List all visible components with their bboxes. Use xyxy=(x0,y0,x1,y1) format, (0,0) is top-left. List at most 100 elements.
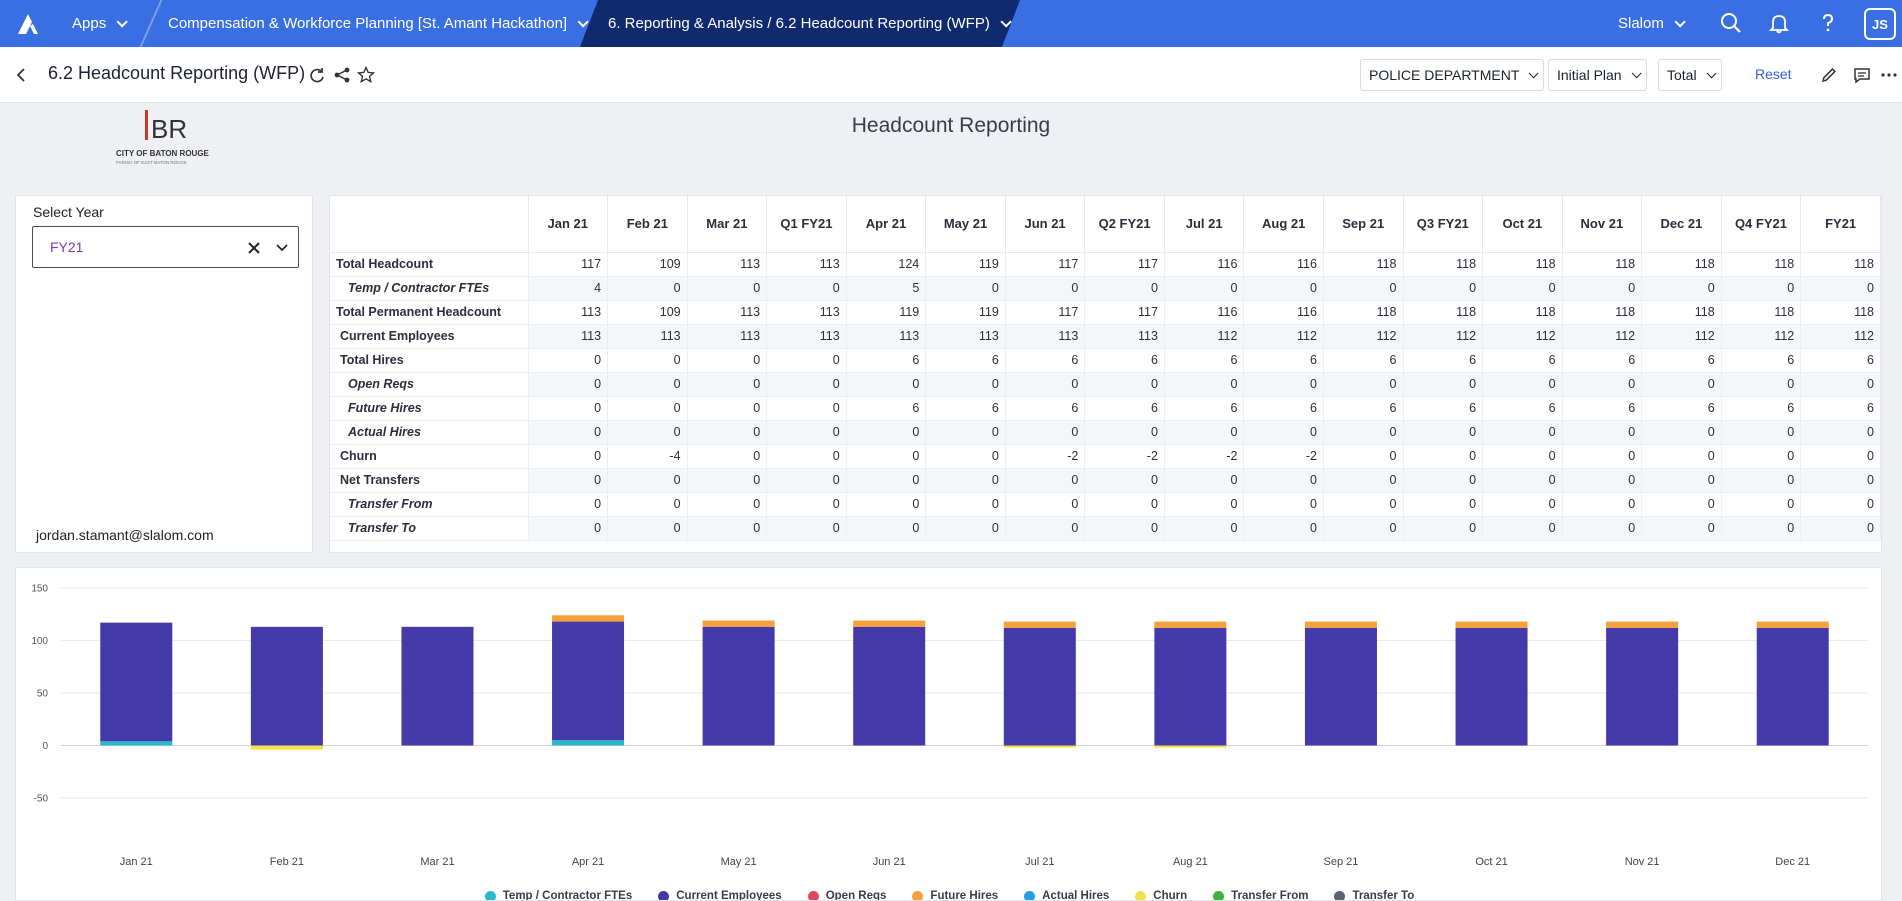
grid-cell[interactable]: 0 xyxy=(846,492,927,517)
grid-cell[interactable]: 0 xyxy=(1005,420,1086,445)
grid-cell[interactable]: 0 xyxy=(1403,420,1484,445)
grid-cell[interactable]: 6 xyxy=(1641,348,1722,373)
grid-cell[interactable]: 0 xyxy=(607,420,688,445)
grid-cell[interactable]: 0 xyxy=(925,276,1006,301)
help-icon[interactable] xyxy=(1815,10,1841,36)
grid-cell[interactable]: 0 xyxy=(846,516,927,541)
grid-cell[interactable]: 0 xyxy=(687,516,768,541)
grid-cell[interactable]: 0 xyxy=(766,372,847,397)
grid-cell[interactable]: 118 xyxy=(1641,252,1722,277)
grid-cell[interactable]: 118 xyxy=(1800,300,1881,325)
grid-cell[interactable]: 0 xyxy=(1721,516,1802,541)
grid-cell[interactable]: 0 xyxy=(1482,420,1563,445)
grid-cell[interactable]: 0 xyxy=(687,444,768,469)
grid-cell[interactable]: 0 xyxy=(1403,444,1484,469)
grid-cell[interactable]: 6 xyxy=(1482,396,1563,421)
grid-cell[interactable]: 0 xyxy=(1005,516,1086,541)
grid-cell[interactable]: 109 xyxy=(607,252,688,277)
chart-bar-segment[interactable] xyxy=(1606,621,1679,628)
grid-cell[interactable]: 0 xyxy=(1084,420,1165,445)
page-menu[interactable]: 6. Reporting & Analysis / 6.2 Headcount … xyxy=(608,0,1012,47)
grid-cell[interactable]: 0 xyxy=(1243,492,1324,517)
grid-cell[interactable]: 0 xyxy=(925,444,1006,469)
chart-bar-segment[interactable] xyxy=(401,626,474,746)
grid-cell[interactable]: 0 xyxy=(607,396,688,421)
grid-cell[interactable]: 0 xyxy=(766,492,847,517)
grid-cell[interactable]: 6 xyxy=(1243,348,1324,373)
grid-cell[interactable]: 119 xyxy=(925,252,1006,277)
grid-cell[interactable]: 0 xyxy=(846,444,927,469)
grid-cell[interactable]: 6 xyxy=(1323,396,1404,421)
grid-cell[interactable]: 117 xyxy=(1084,252,1165,277)
grid-cell[interactable]: 0 xyxy=(687,420,768,445)
grid-cell[interactable]: 0 xyxy=(1482,468,1563,493)
grid-cell[interactable]: 6 xyxy=(1164,396,1245,421)
grid-cell[interactable]: -2 xyxy=(1243,444,1324,469)
grid-cell[interactable]: 0 xyxy=(607,516,688,541)
chart-bar-segment[interactable] xyxy=(1304,621,1377,628)
chart-bar-segment[interactable] xyxy=(100,741,173,746)
grid-cell[interactable]: 6 xyxy=(1323,348,1404,373)
grid-cell[interactable]: 118 xyxy=(1721,300,1802,325)
grid-cell[interactable]: 113 xyxy=(607,324,688,349)
grid-cell[interactable]: 0 xyxy=(1164,516,1245,541)
chart-bar-segment[interactable] xyxy=(250,626,323,746)
grid-cell[interactable]: 0 xyxy=(1164,372,1245,397)
grid-cell[interactable]: 0 xyxy=(846,372,927,397)
grid-cell[interactable]: 0 xyxy=(528,492,609,517)
bell-icon[interactable] xyxy=(1766,10,1792,36)
grid-cell[interactable]: 113 xyxy=(766,252,847,277)
apps-menu[interactable]: Apps xyxy=(72,0,128,47)
share-icon[interactable] xyxy=(331,64,353,86)
legend-item[interactable]: Temp / Contractor FTEs xyxy=(484,890,632,900)
grid-cell[interactable]: 6 xyxy=(1084,348,1165,373)
grid-cell[interactable]: 113 xyxy=(925,324,1006,349)
grid-cell[interactable]: 6 xyxy=(1800,348,1881,373)
refresh-icon[interactable] xyxy=(306,64,328,86)
chart-bar-segment[interactable] xyxy=(1154,621,1227,628)
grid-cell[interactable]: 0 xyxy=(607,492,688,517)
grid-cell[interactable]: 0 xyxy=(1641,372,1722,397)
grid-cell[interactable]: 0 xyxy=(1482,372,1563,397)
grid-cell[interactable]: 112 xyxy=(1403,324,1484,349)
grid-cell[interactable]: 117 xyxy=(1084,300,1165,325)
chart-bar-segment[interactable] xyxy=(702,620,775,627)
year-select[interactable]: FY21 xyxy=(32,226,299,268)
star-icon[interactable] xyxy=(355,64,377,86)
legend-item[interactable]: Transfer To xyxy=(1334,890,1414,900)
grid-cell[interactable]: 117 xyxy=(1005,252,1086,277)
grid-cell[interactable]: 0 xyxy=(1641,420,1722,445)
chart-bar-segment[interactable] xyxy=(100,622,173,742)
grid-cell[interactable]: 0 xyxy=(1562,372,1643,397)
search-icon[interactable] xyxy=(1718,10,1744,36)
grid-cell[interactable]: 0 xyxy=(1562,516,1643,541)
grid-cell[interactable]: 0 xyxy=(1243,516,1324,541)
grid-cell[interactable]: -2 xyxy=(1164,444,1245,469)
grid-cell[interactable]: 118 xyxy=(1323,300,1404,325)
grid-cell[interactable]: 6 xyxy=(1562,348,1643,373)
grid-cell[interactable]: 0 xyxy=(1164,420,1245,445)
chart-bar-segment[interactable] xyxy=(1455,627,1528,746)
grid-cell[interactable]: 118 xyxy=(1323,252,1404,277)
grid-cell[interactable]: 118 xyxy=(1641,300,1722,325)
grid-cell[interactable]: -2 xyxy=(1005,444,1086,469)
grid-cell[interactable]: 0 xyxy=(1164,468,1245,493)
grid-cell[interactable]: 0 xyxy=(1562,444,1643,469)
grid-cell[interactable]: 0 xyxy=(607,372,688,397)
grid-cell[interactable]: 113 xyxy=(528,324,609,349)
chart-bar-segment[interactable] xyxy=(1003,745,1076,748)
anaplan-logo-icon[interactable] xyxy=(14,10,42,38)
grid-cell[interactable]: -2 xyxy=(1084,444,1165,469)
department-select[interactable]: POLICE DEPARTMENT xyxy=(1360,59,1545,91)
grid-cell[interactable]: 118 xyxy=(1403,252,1484,277)
grid-cell[interactable]: 5 xyxy=(846,276,927,301)
grid-cell[interactable]: 0 xyxy=(1721,276,1802,301)
grid-cell[interactable]: 0 xyxy=(528,348,609,373)
grid-cell[interactable]: 113 xyxy=(687,252,768,277)
grid-cell[interactable]: 0 xyxy=(687,396,768,421)
chart-bar-segment[interactable] xyxy=(853,620,926,627)
grid-cell[interactable]: 0 xyxy=(528,468,609,493)
grid-cell[interactable]: -4 xyxy=(607,444,688,469)
grid-cell[interactable]: 6 xyxy=(1721,396,1802,421)
grid-cell[interactable]: 0 xyxy=(1800,276,1881,301)
